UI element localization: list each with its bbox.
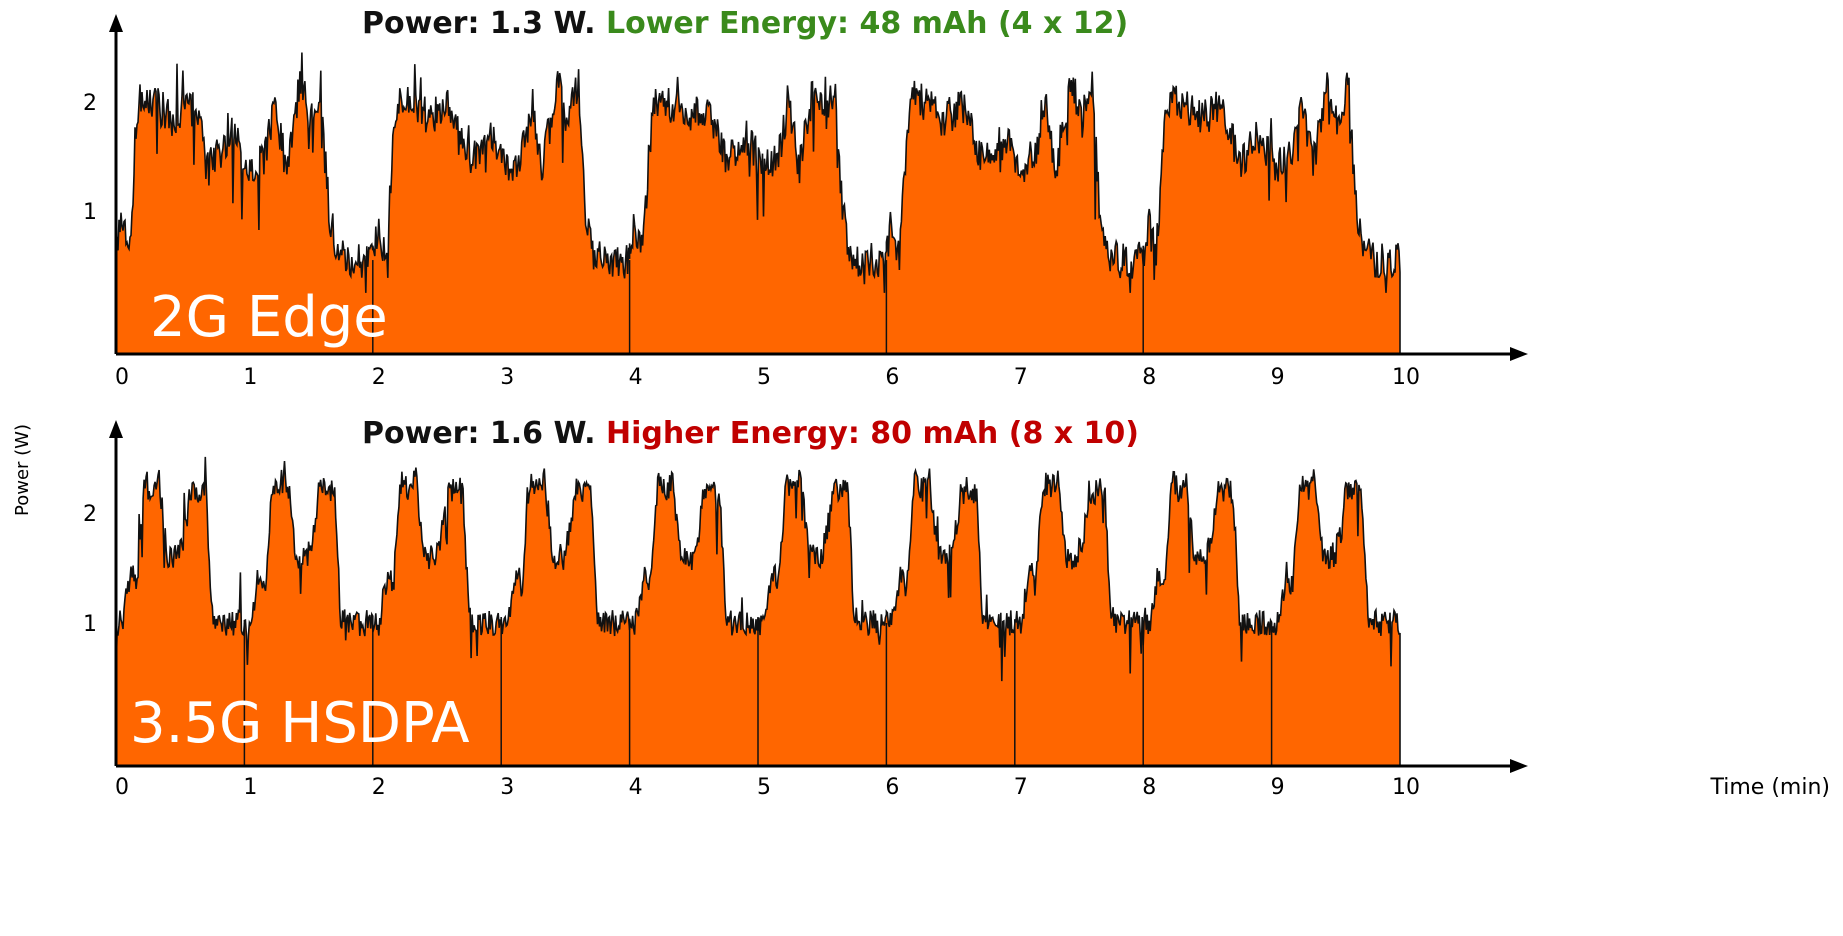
x-tick-label: 8	[1142, 365, 1156, 390]
y-tick-label: 2	[83, 91, 97, 116]
title-power: Power: 1.3 W.	[362, 6, 606, 41]
x-tick-label: 2	[372, 365, 386, 390]
panel-label: 2G Edge	[150, 285, 388, 350]
x-tick-label: 7	[1014, 365, 1028, 390]
title-energy: Lower Energy: 48 mAh (4 x 12)	[606, 6, 1128, 41]
y-tick-label: 2	[83, 502, 97, 527]
power-trace-line	[115, 52, 1401, 354]
x-tick-label: 6	[885, 775, 899, 800]
x-tick-label: 3	[500, 775, 514, 800]
chart-panel-2: 0 1 2 3 4 5 6 7 8 9 10 1 2 Time (min) Power: 1.6 W. Hi…	[83, 416, 1830, 800]
x-tick-label: 0	[115, 775, 129, 800]
x-tick-label: 8	[1142, 775, 1156, 800]
panel-label: 3.5G HSDPA	[130, 691, 470, 756]
x-axis-arrow	[1510, 759, 1528, 773]
x-tick-label: 7	[1014, 775, 1028, 800]
y-axis-arrow	[109, 420, 123, 438]
y-tick-label: 1	[83, 612, 97, 637]
title-power: Power: 1.6 W.	[362, 416, 606, 451]
x-tick-label: 2	[372, 775, 386, 800]
chart-panel-1: 0 1 2 3 4 5 6 7 8 9 10 1 2 Power: 1.3 W. Lower Energy…	[83, 6, 1528, 390]
x-tick-label: 5	[757, 365, 771, 390]
chart-title: Power: 1.6 W. Higher Energy: 80 mAh (8 x…	[362, 416, 1139, 451]
x-tick-label: 5	[757, 775, 771, 800]
x-tick-label: 10	[1392, 775, 1420, 800]
x-tick-label: 1	[243, 775, 257, 800]
x-tick-label: 9	[1271, 365, 1285, 390]
x-tick-label: 4	[629, 775, 643, 800]
x-tick-label: 10	[1392, 365, 1420, 390]
y-axis-arrow	[109, 14, 123, 32]
x-tick-label: 9	[1271, 775, 1285, 800]
y-axis-label: Power (W)	[12, 424, 33, 516]
chart-title: Power: 1.3 W. Lower Energy: 48 mAh (4 x …	[362, 6, 1128, 41]
y-tick-label: 1	[83, 200, 97, 225]
x-tick-label: 4	[629, 365, 643, 390]
x-tick-label: 3	[500, 365, 514, 390]
title-energy: Higher Energy: 80 mAh (8 x 10)	[606, 416, 1139, 451]
power-area-series	[116, 456, 1400, 766]
x-tick-label: 1	[243, 365, 257, 390]
x-tick-label: 6	[885, 365, 899, 390]
x-tick-label: 0	[115, 365, 129, 390]
x-axis-arrow	[1510, 347, 1528, 361]
x-axis-label: Time (min)	[1710, 775, 1831, 800]
